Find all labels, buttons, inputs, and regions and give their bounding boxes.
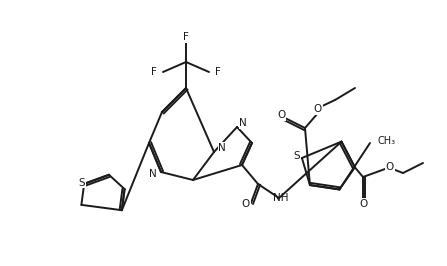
Text: O: O — [386, 162, 394, 172]
Text: S: S — [79, 178, 85, 188]
Text: O: O — [277, 110, 285, 120]
Text: O: O — [242, 199, 250, 209]
Text: F: F — [215, 67, 221, 77]
Text: O: O — [314, 104, 322, 114]
Text: S: S — [294, 151, 300, 161]
Text: F: F — [151, 67, 157, 77]
Text: N: N — [218, 143, 226, 153]
Text: NH: NH — [273, 193, 289, 203]
Text: N: N — [239, 118, 247, 128]
Text: CH₃: CH₃ — [378, 136, 396, 146]
Text: F: F — [183, 32, 189, 42]
Text: O: O — [359, 199, 367, 209]
Text: N: N — [149, 169, 157, 179]
